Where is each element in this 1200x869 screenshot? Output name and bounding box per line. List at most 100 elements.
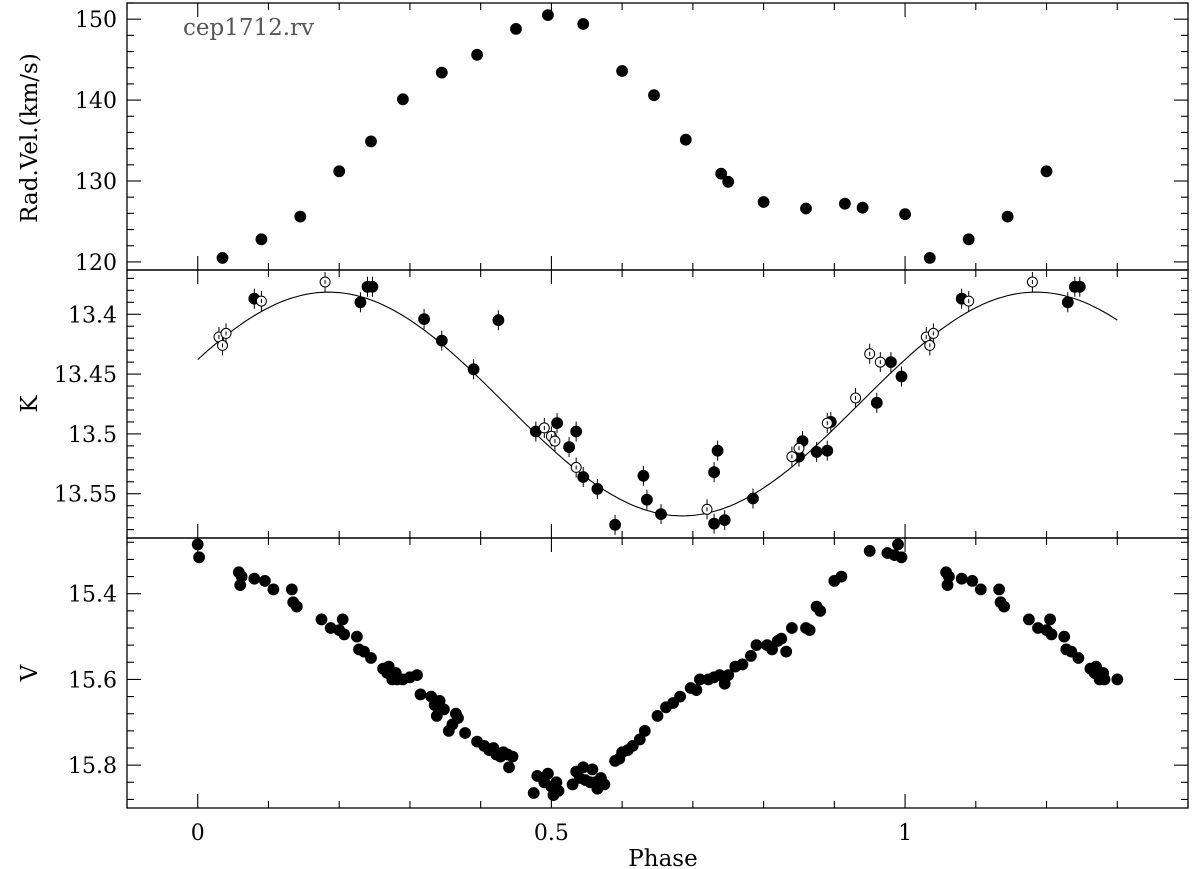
data-point [435, 334, 448, 347]
data-point [267, 583, 280, 596]
data-point [551, 417, 563, 430]
data-point [365, 135, 377, 148]
data-point [708, 466, 720, 479]
data-point [506, 750, 519, 763]
data-point [715, 167, 728, 180]
data-point [1044, 613, 1056, 626]
x-axis-label: Phase [628, 846, 697, 869]
data-point [503, 761, 515, 774]
data-point [542, 767, 554, 780]
rv-panel: 120 130 140 150 [75, 2, 1189, 276]
x-tick-label: 0 [191, 821, 205, 846]
data-point [955, 572, 968, 585]
data-point [510, 22, 522, 35]
y-tick-label: 120 [75, 251, 117, 276]
data-point [527, 787, 540, 799]
data-point [609, 518, 621, 531]
y-tick-label: 15.6 [68, 668, 117, 693]
data-point [757, 196, 770, 208]
data-point [552, 785, 565, 797]
data-point [418, 313, 431, 326]
data-point [637, 469, 650, 482]
data-point [333, 165, 346, 178]
data-point [648, 89, 660, 102]
data-point [821, 444, 834, 457]
data-point [966, 575, 979, 587]
data-point [1040, 165, 1053, 178]
data-point [350, 630, 363, 643]
data-point [1073, 280, 1086, 293]
data-point [766, 643, 778, 656]
data-point [674, 690, 686, 703]
data-point [679, 133, 692, 146]
y-axis-label-rv: Rad.Vel.(km/s) [17, 53, 43, 223]
y-axis-label-v: V [17, 664, 43, 682]
fit-curve [197, 291, 1118, 517]
data-point [577, 18, 590, 30]
data-point [191, 538, 204, 551]
data-point [892, 538, 904, 551]
data-point [786, 622, 798, 634]
data-point [718, 514, 731, 526]
data-point [285, 583, 298, 596]
series-filled [248, 276, 1086, 535]
data-point [414, 688, 427, 701]
data-point [471, 48, 484, 61]
data-point [923, 251, 936, 264]
data-point [885, 356, 897, 369]
data-point [437, 703, 450, 716]
data-point [641, 493, 653, 506]
data-point [411, 669, 423, 681]
data-point [598, 778, 611, 791]
data-point [655, 508, 667, 520]
data-point [870, 396, 883, 409]
data-point [775, 632, 788, 645]
data-point [248, 572, 261, 585]
data-point [1001, 210, 1014, 223]
data-point [998, 600, 1010, 613]
x-tick-label: 1 [898, 821, 912, 846]
data-point [467, 363, 480, 376]
series-open [213, 271, 1038, 520]
data-point [315, 613, 328, 626]
data-point [638, 725, 651, 737]
data-point [1061, 296, 1074, 309]
data-point [258, 575, 271, 587]
data-point [492, 314, 505, 327]
data-point [690, 684, 703, 696]
data-point [651, 710, 664, 722]
plot-frame [126, 2, 1189, 271]
data-point [366, 280, 379, 293]
data-point [255, 233, 268, 246]
series-filled [191, 538, 1124, 801]
data-point [1072, 652, 1085, 664]
plot-frame [126, 269, 1189, 539]
data-point [711, 444, 724, 457]
data-point [338, 628, 351, 641]
data-point [895, 551, 908, 564]
data-point [193, 551, 206, 564]
data-point [800, 202, 812, 215]
data-point [1111, 673, 1124, 686]
data-point [435, 66, 448, 79]
data-point [708, 517, 720, 530]
data-point [943, 570, 955, 583]
v-panel: 15.4 15.6 15.8 [68, 537, 1189, 809]
data-point [747, 492, 759, 505]
y-tick-label: 13.4 [68, 303, 117, 328]
y-tick-label: 15.8 [68, 754, 117, 779]
data-point [354, 296, 367, 309]
data-point [895, 370, 908, 383]
data-point [235, 570, 248, 583]
data-point [396, 93, 409, 106]
y-tick-label: 130 [75, 170, 117, 195]
y-axis-label-k: K [17, 395, 43, 413]
y-tick-label: 15.4 [68, 583, 117, 608]
data-point [899, 208, 911, 221]
data-point [745, 650, 757, 662]
series-filled [216, 9, 1053, 264]
data-point [1098, 673, 1111, 686]
data-point [722, 175, 735, 188]
data-point [750, 639, 763, 651]
